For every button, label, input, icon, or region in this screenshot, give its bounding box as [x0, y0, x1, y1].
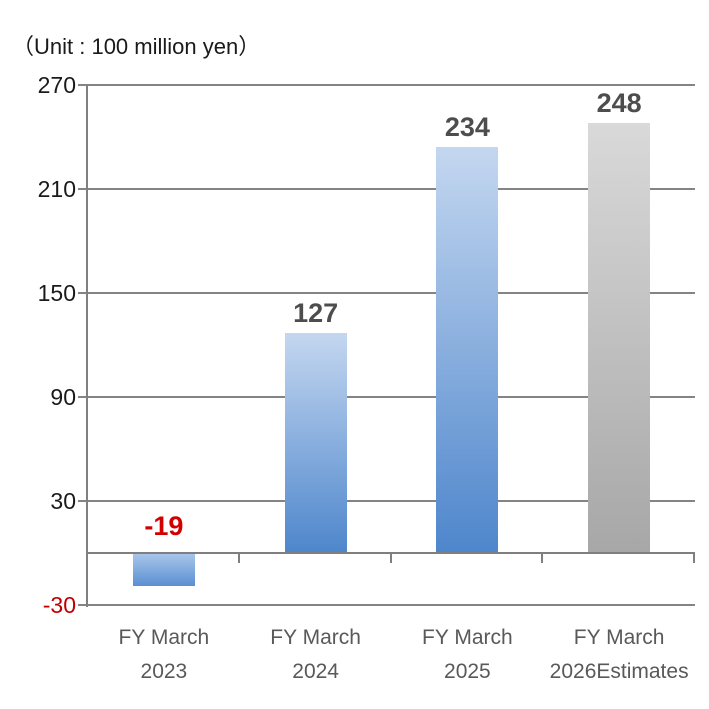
unit-label: （Unit : 100 million yen）	[12, 34, 261, 59]
category-label-line: 2023	[140, 660, 188, 683]
gridline	[78, 84, 695, 86]
bar-fy-march-2026estimates	[588, 123, 651, 553]
x-axis-tick	[389, 554, 392, 563]
x-axis-tick	[693, 554, 695, 563]
category-label-fy-march-2023: FY March 2023	[76, 621, 252, 689]
bar-fy-march-2024	[284, 332, 347, 553]
y-axis-label: 270	[37, 72, 76, 98]
bar-value-label-fy-march-2025: 234	[444, 112, 490, 143]
y-axis-label: 30	[50, 488, 76, 514]
category-label-fy-march-2025: FY March 2025	[379, 621, 555, 689]
x-axis-tick	[237, 554, 240, 563]
x-axis-tick	[541, 554, 544, 563]
y-axis-label: 150	[37, 280, 76, 306]
category-label-line: FY March	[422, 626, 513, 649]
category-label-line: 2025	[444, 660, 491, 683]
category-label-line: FY March	[118, 626, 210, 649]
category-label-line: FY March	[573, 626, 665, 649]
category-label-fy-march-2026estimates: FY March 2026Estimates	[531, 621, 707, 689]
y-axis-label: 90	[50, 384, 76, 410]
bar-value-label-fy-march-2026estimates: 248	[596, 88, 642, 119]
category-label-line: 2026Estimates	[549, 660, 689, 683]
y-axis-label: 210	[37, 176, 76, 202]
bar-value-label-fy-march-2023: -19	[144, 511, 184, 541]
category-label-line: 2024	[292, 660, 339, 683]
category-label-line: FY March	[270, 626, 361, 649]
gridline	[78, 188, 695, 190]
category-label-fy-march-2024: FY March 2024	[228, 621, 404, 689]
gridline	[78, 604, 695, 606]
y-axis-line	[86, 85, 88, 607]
gridline	[78, 292, 695, 294]
bar-fy-march-2025	[436, 147, 499, 553]
bar-fy-march-2023	[132, 553, 195, 586]
x-axis-line	[88, 552, 695, 554]
gridline	[78, 500, 695, 502]
bar-value-label-fy-march-2024: 127	[293, 297, 339, 328]
y-axis-label: -30	[42, 592, 76, 618]
gridline	[78, 396, 695, 398]
